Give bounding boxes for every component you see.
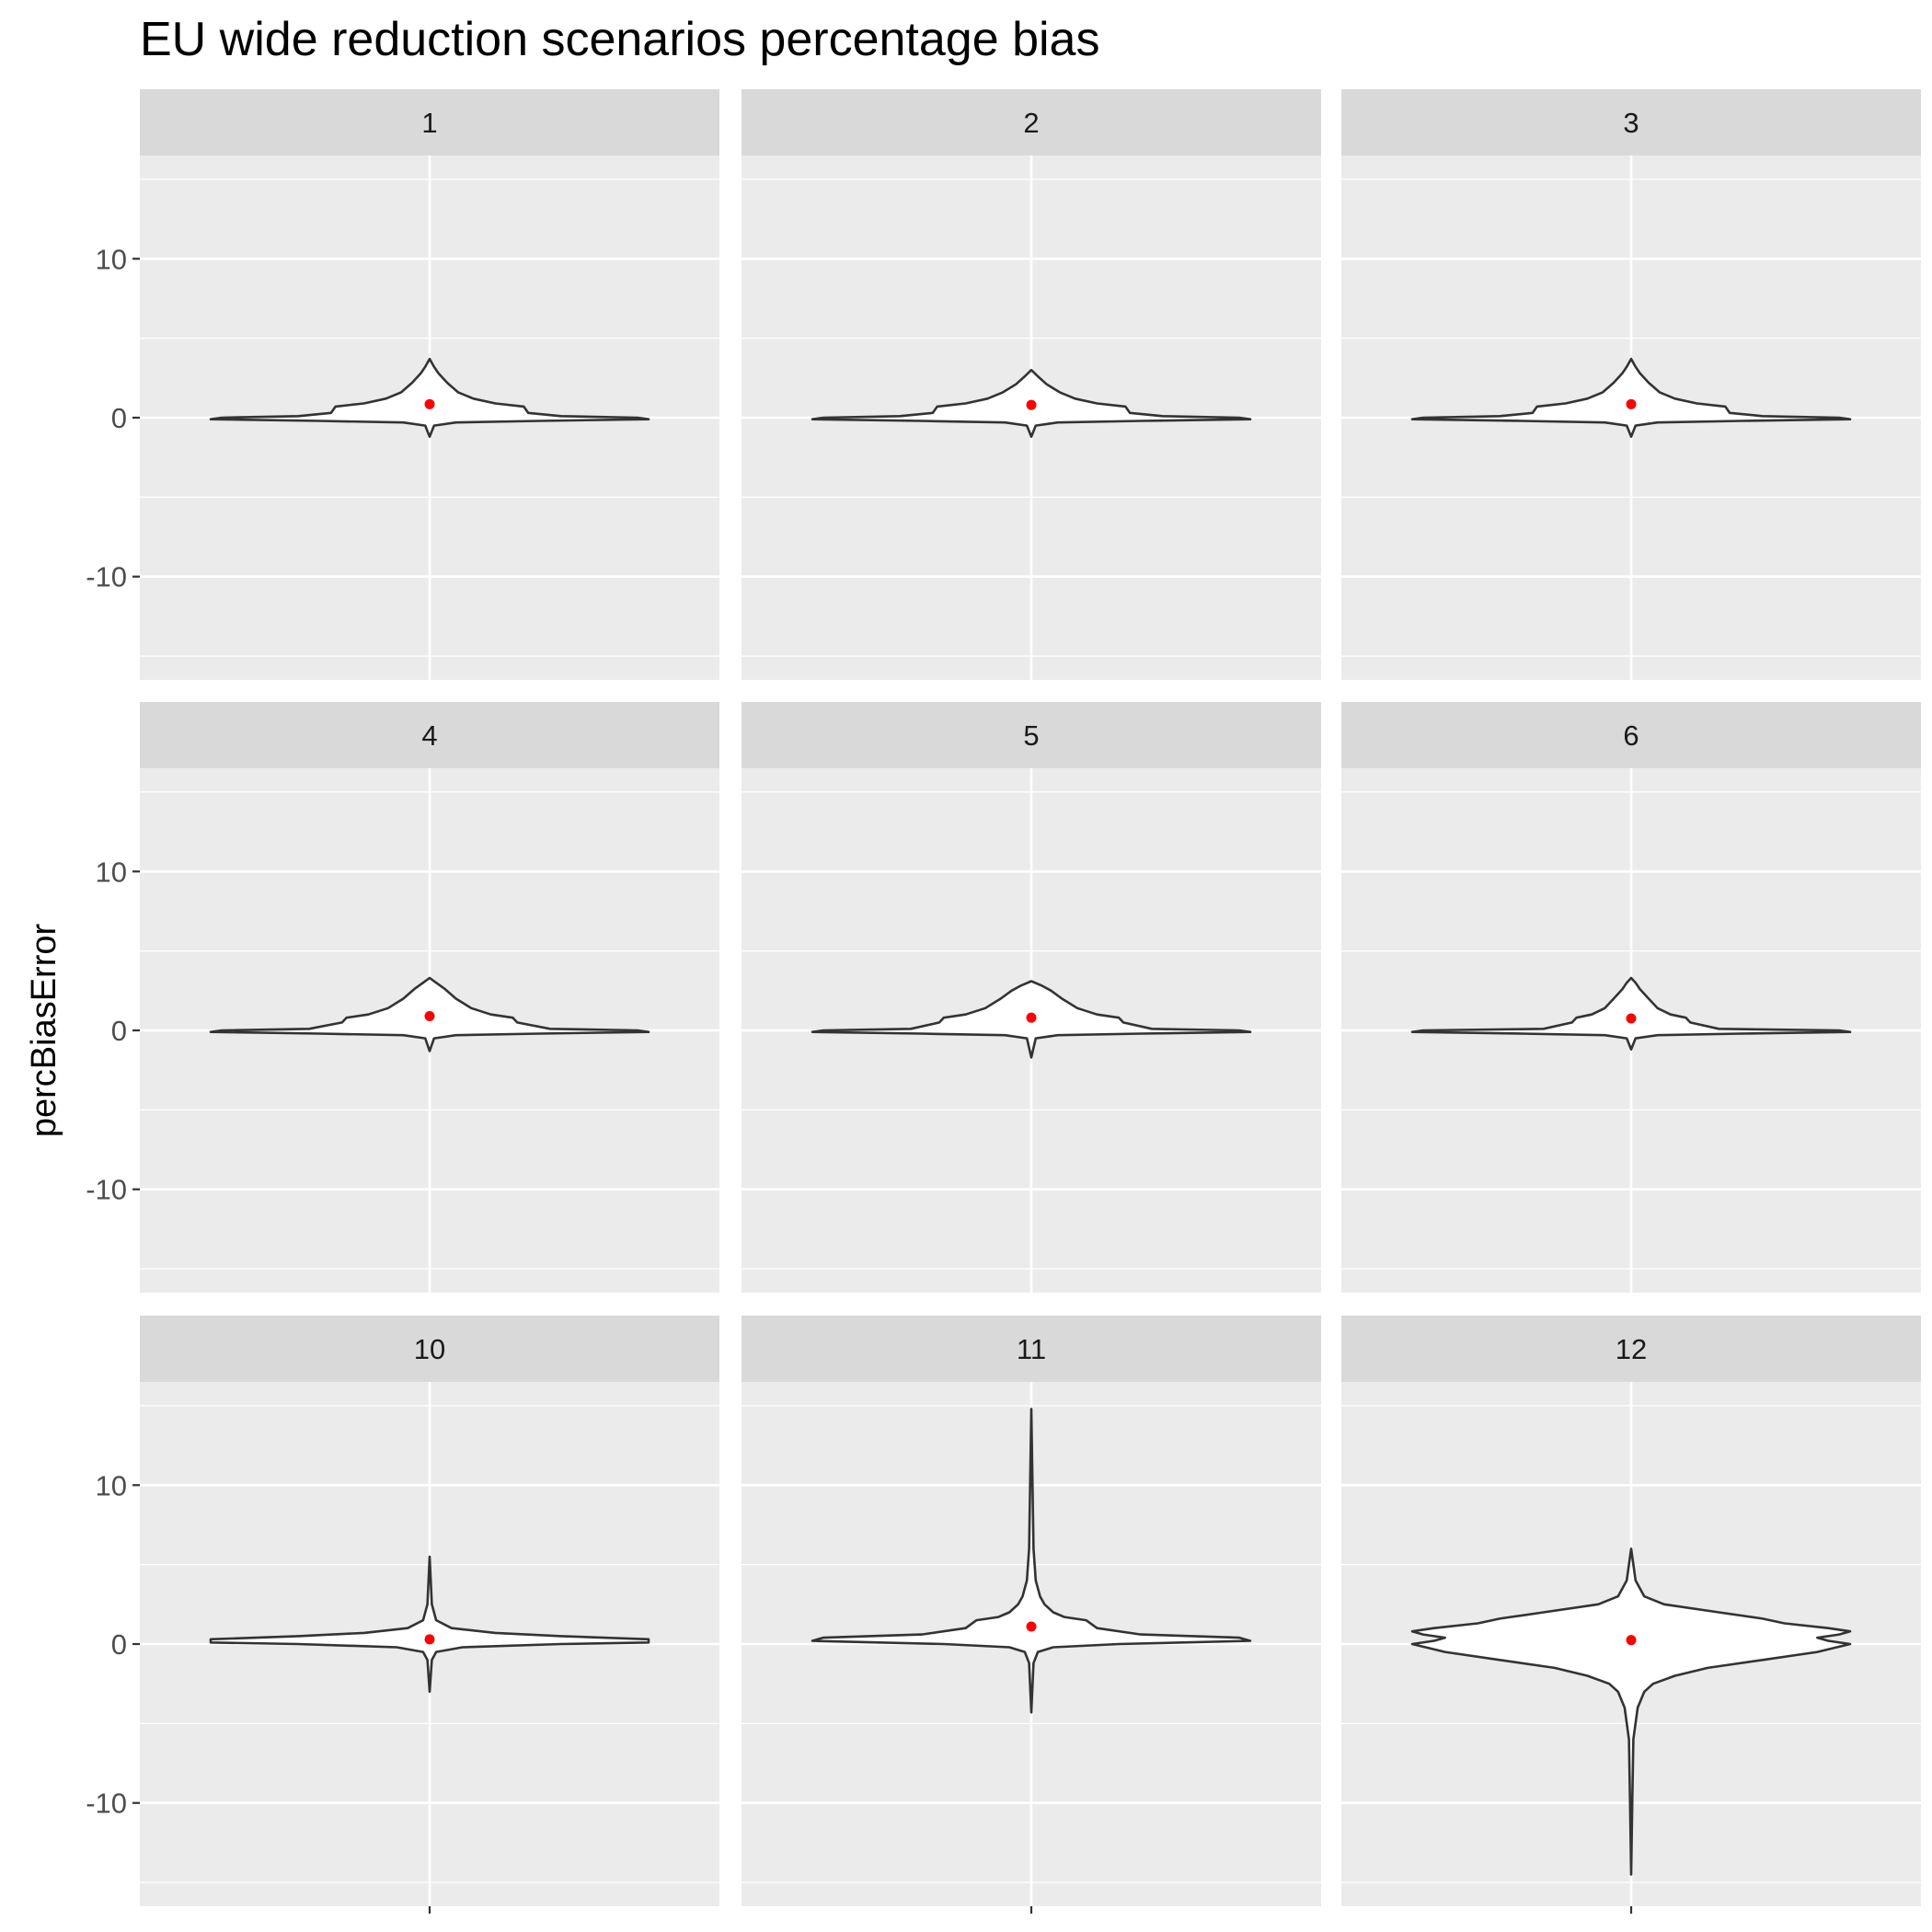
mean-point — [1626, 1013, 1637, 1024]
violin-shape — [209, 357, 650, 438]
y-tick-label: 10 — [96, 1469, 127, 1501]
facet-strip — [742, 89, 1321, 155]
y-tick-label: 0 — [111, 1628, 127, 1661]
facet-panel: 4 -10 0 10 — [86, 702, 719, 1293]
facet-strip — [742, 1316, 1321, 1382]
facet-panel: 12 — [1341, 1316, 1921, 1914]
chart-title: EU wide reduction scenarios percentage b… — [140, 13, 1099, 66]
mean-point — [1626, 398, 1637, 409]
facet-strip-label: 3 — [1623, 107, 1639, 139]
mean-point — [1626, 1635, 1637, 1646]
y-tick-label: -10 — [86, 561, 127, 593]
mean-point — [1026, 399, 1037, 410]
mean-point — [1026, 1621, 1037, 1632]
facet-strip — [1341, 1316, 1921, 1382]
facet-panel: 2 — [742, 89, 1321, 680]
facet-strip — [742, 702, 1321, 768]
violin-shape — [811, 1408, 1252, 1714]
facet-strip — [140, 1316, 719, 1382]
facet-panel: 10 -10 0 10 — [86, 1316, 719, 1914]
facet-panel: 11 — [742, 1316, 1321, 1914]
facet-strip — [140, 702, 719, 768]
facet-strip — [140, 89, 719, 155]
violin-shape — [1410, 1547, 1852, 1876]
y-tick-label: 10 — [96, 243, 127, 275]
facet-strip-label: 4 — [421, 719, 437, 752]
y-tick-label: 10 — [96, 856, 127, 888]
facet-strip-label: 2 — [1023, 107, 1039, 139]
facet-strip — [1341, 89, 1921, 155]
y-tick-label: -10 — [86, 1174, 127, 1206]
facet-panel: 1 -10 0 10 — [86, 89, 719, 680]
facet-strip-label: 5 — [1023, 719, 1039, 752]
facet-strip-label: 10 — [414, 1333, 445, 1365]
violin-shape — [1410, 357, 1852, 438]
mean-point — [424, 1010, 435, 1021]
mean-point — [424, 1634, 435, 1645]
mean-point — [424, 398, 435, 409]
facet-panel: 5 — [742, 702, 1321, 1293]
facet-panel: 6 — [1341, 702, 1921, 1293]
mean-point — [1026, 1012, 1037, 1023]
facet-strip-label: 6 — [1623, 719, 1639, 752]
facet-panels: 1 -10 0 10 2 3 4 -10 0 10 5 6 10 -10 0 10 11 12 — [86, 89, 1921, 1914]
facet-panel: 3 — [1341, 89, 1921, 680]
y-tick-label: 0 — [111, 1015, 127, 1047]
facet-strip-label: 1 — [421, 107, 437, 139]
y-tick-label: 0 — [111, 402, 127, 434]
y-axis-label: percBiasError — [25, 924, 63, 1138]
facet-strip — [1341, 702, 1921, 768]
violin-shape — [209, 1555, 650, 1694]
y-tick-label: -10 — [86, 1788, 127, 1820]
facet-strip-label: 11 — [1017, 1333, 1046, 1365]
facet-strip-label: 12 — [1616, 1333, 1647, 1365]
